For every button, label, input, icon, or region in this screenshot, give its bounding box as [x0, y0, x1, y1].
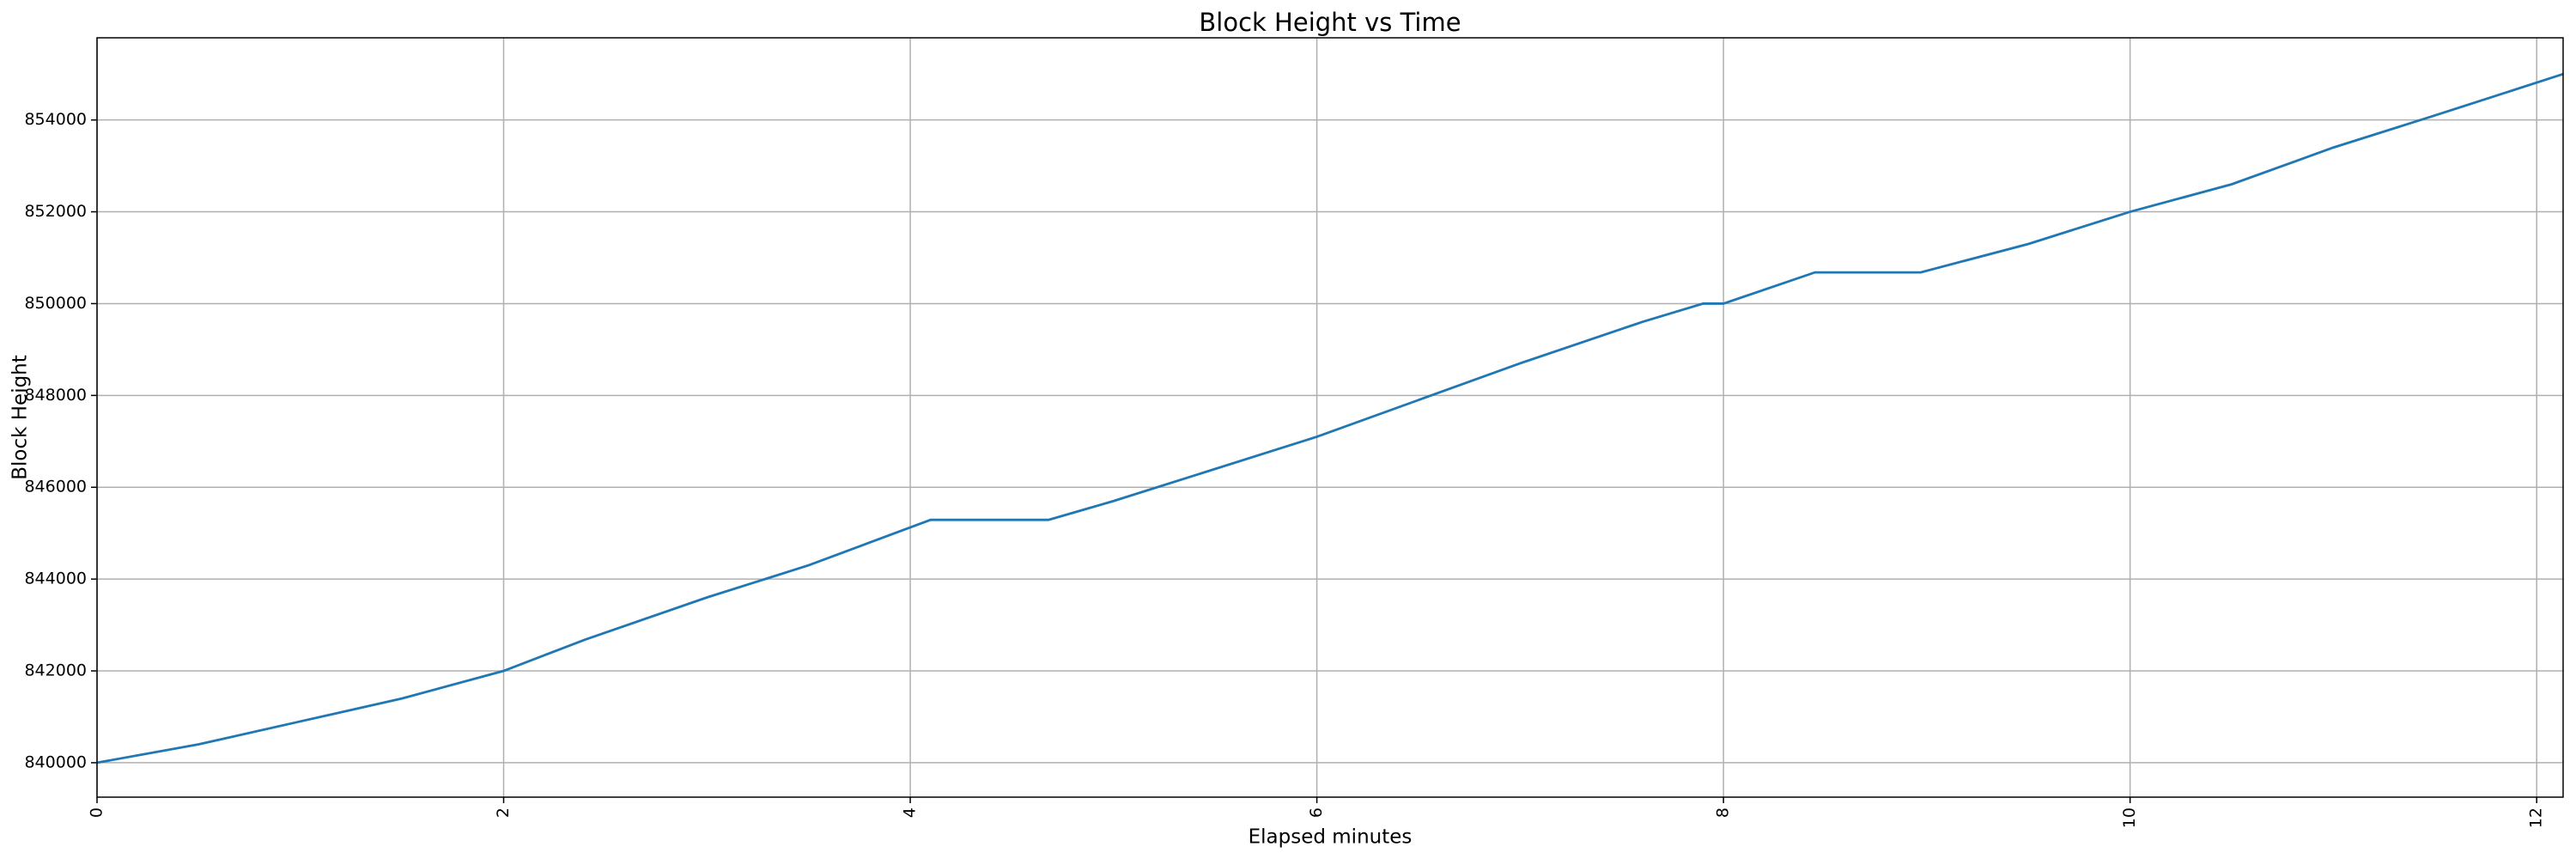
plot-frame [96, 37, 2564, 798]
y-axis-label: Block Height [9, 355, 32, 480]
y-tick-label: 852000 [24, 202, 87, 221]
y-tick-label: 854000 [24, 110, 87, 129]
y-tick-label: 846000 [24, 478, 87, 497]
y-tick-label: 850000 [24, 294, 87, 313]
x-axis-label: Elapsed minutes [1249, 826, 1413, 849]
x-tick-label: 2 [494, 807, 513, 818]
y-tick-label: 844000 [24, 570, 87, 588]
chart-title: Block Height vs Time [1199, 8, 1461, 37]
x-tick-label: 6 [1307, 807, 1326, 818]
x-tick-label: 12 [2527, 807, 2546, 828]
y-tick-label: 840000 [24, 752, 87, 771]
x-tick-label: 8 [1714, 807, 1733, 818]
y-tick-label: 842000 [24, 661, 87, 680]
data-line [96, 72, 2564, 765]
x-tick-label: 10 [2120, 807, 2139, 828]
x-tick-label: 0 [88, 807, 106, 818]
x-tick-label: 4 [901, 807, 920, 818]
y-tick-label: 848000 [24, 386, 87, 405]
